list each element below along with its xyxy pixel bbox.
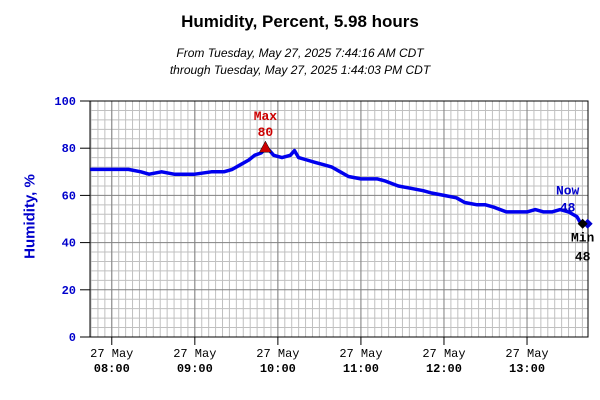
- y-tick-label: 40: [62, 237, 76, 251]
- x-tick-label-date: 27 May: [339, 347, 382, 361]
- x-tick-label-time: 11:00: [343, 362, 379, 376]
- max-value-label: 80: [258, 125, 274, 140]
- now-label: Now: [556, 184, 580, 199]
- y-tick-label: 80: [62, 142, 76, 156]
- y-tick-label: 60: [62, 189, 76, 203]
- x-tick-label-time: 08:00: [94, 362, 130, 376]
- chart-subtitle-from: From Tuesday, May 27, 2025 7:44:16 AM CD…: [176, 46, 424, 60]
- x-tick-label-date: 27 May: [90, 347, 133, 361]
- max-label: Max: [254, 109, 278, 124]
- chart-subtitle-through: through Tuesday, May 27, 2025 1:44:03 PM…: [169, 63, 431, 77]
- chart-title: Humidity, Percent, 5.98 hours: [181, 12, 419, 31]
- y-tick-label: 100: [54, 95, 76, 109]
- x-tick-label-time: 13:00: [509, 362, 545, 376]
- x-tick-label-time: 09:00: [177, 362, 213, 376]
- x-tick-label-date: 27 May: [505, 347, 548, 361]
- x-tick-label-date: 27 May: [173, 347, 216, 361]
- x-tick-label-time: 12:00: [426, 362, 462, 376]
- max-marker: [258, 140, 272, 153]
- humidity-series-line: [90, 146, 588, 226]
- min-label: Min: [571, 231, 595, 246]
- x-tick-label-date: 27 May: [422, 347, 465, 361]
- y-tick-label: 20: [62, 284, 76, 298]
- x-tick-label-date: 27 May: [256, 347, 299, 361]
- min-value-label: 48: [575, 250, 591, 265]
- x-tick-label-time: 10:00: [260, 362, 296, 376]
- now-value-label: 48: [560, 201, 576, 216]
- y-tick-label: 0: [69, 331, 76, 345]
- plot-frame: [89, 100, 589, 338]
- min-marker: [577, 218, 588, 229]
